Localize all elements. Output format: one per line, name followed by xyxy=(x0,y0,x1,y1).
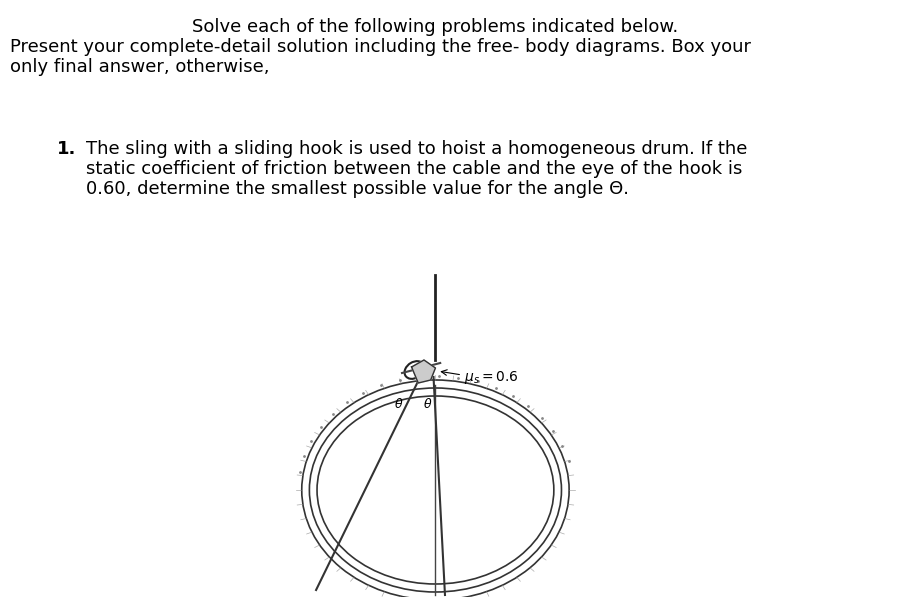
Text: $\mu_s = 0.6$: $\mu_s = 0.6$ xyxy=(464,368,519,386)
Text: Present your complete-detail solution including the free- body diagrams. Box you: Present your complete-detail solution in… xyxy=(9,38,750,56)
Text: only final answer, otherwise,: only final answer, otherwise, xyxy=(9,58,269,76)
Text: The sling with a sliding hook is used to hoist a homogeneous drum. If the: The sling with a sliding hook is used to… xyxy=(86,140,748,158)
Text: static coefficient of friction between the cable and the eye of the hook is: static coefficient of friction between t… xyxy=(86,160,742,178)
Text: 0.60, determine the smallest possible value for the angle Θ.: 0.60, determine the smallest possible va… xyxy=(86,180,629,198)
Text: 1.: 1. xyxy=(58,140,77,158)
Text: Solve each of the following problems indicated below.: Solve each of the following problems ind… xyxy=(193,18,678,36)
Text: $\theta$: $\theta$ xyxy=(423,397,433,411)
Polygon shape xyxy=(412,360,436,383)
Text: $\theta$: $\theta$ xyxy=(394,397,404,411)
